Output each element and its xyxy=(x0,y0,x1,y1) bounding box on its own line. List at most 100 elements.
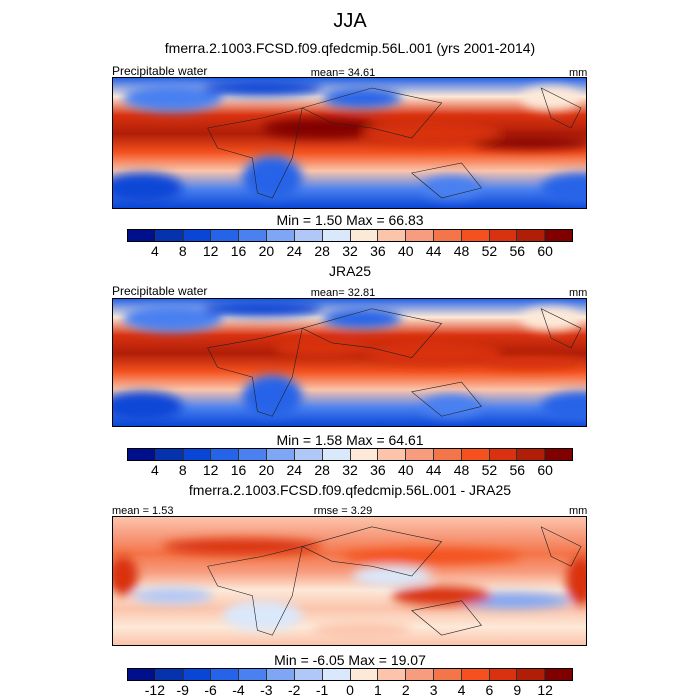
panel2-left-label: Precipitable water xyxy=(112,284,208,298)
panel2-map xyxy=(112,298,587,427)
colorbar-tick-label: 3 xyxy=(429,682,438,698)
colorbar-tick-label: 48 xyxy=(453,462,470,478)
colorbar-box xyxy=(155,449,184,460)
panel2-mean: mean= 32.81 xyxy=(310,287,376,299)
colorbar-tick-label: 12 xyxy=(537,682,553,698)
colorbar-box xyxy=(239,669,268,680)
colorbar-tick-label: 16 xyxy=(230,243,247,259)
panel3-rmse: rmse = 3.29 xyxy=(313,505,373,517)
panel2-units: mm xyxy=(569,287,588,299)
colorbar-tick-label: 1 xyxy=(373,682,382,698)
colorbar-box xyxy=(155,230,184,241)
colorbar-tick-label: 44 xyxy=(425,243,442,259)
panel3-map xyxy=(112,516,587,646)
colorbar-box xyxy=(183,230,212,241)
colorbar-box xyxy=(517,230,546,241)
colorbar-tick-label: -4 xyxy=(232,682,245,698)
contour-field xyxy=(113,517,586,645)
colorbar-tick-label: 0 xyxy=(346,682,354,698)
colorbar-box xyxy=(294,230,323,241)
colorbar-tick-label: 12 xyxy=(202,243,219,259)
colorbar-box xyxy=(378,669,407,680)
colorbar-tick-label: -9 xyxy=(176,682,189,698)
colorbar-box xyxy=(378,230,407,241)
colorbar-box xyxy=(406,669,434,680)
colorbar-box xyxy=(322,230,351,241)
panel2-colorbar xyxy=(127,448,573,461)
colorbar-tick-label: 56 xyxy=(509,462,526,478)
panel3-title: fmerra.2.1003.FCSD.f09.qfedcmip.56L.001 … xyxy=(188,482,512,498)
colorbar-box xyxy=(489,669,518,680)
colorbar-tick-label: -1 xyxy=(315,682,329,698)
colorbar-tick-label: 52 xyxy=(481,243,498,259)
colorbar-box xyxy=(267,449,295,460)
contour-field xyxy=(113,78,586,208)
colorbar-tick-label: 36 xyxy=(370,243,386,259)
panel1-title: fmerra.2.1003.FCSD.f09.qfedcmip.56L.001 … xyxy=(164,40,536,56)
panel2-colorbar-ticks: 4 8 12 16 20 24 28 32 36 40 44 48 52 56 60 xyxy=(127,462,573,478)
contour-field xyxy=(113,299,586,426)
panel2-minmax: Min = 1.58 Max = 64.61 xyxy=(276,432,424,448)
colorbar-box xyxy=(517,449,546,460)
panel3-units: mm xyxy=(569,505,588,517)
colorbar-tick-label: -3 xyxy=(260,682,273,698)
colorbar-tick-label: -12 xyxy=(144,682,165,698)
colorbar-tick-label: -2 xyxy=(288,682,301,698)
colorbar-tick-label: 4 xyxy=(150,243,159,259)
panel1-mean: mean= 34.61 xyxy=(310,67,376,79)
colorbar-tick-label: -6 xyxy=(204,682,217,698)
figure-title: JJA xyxy=(333,10,367,32)
colorbar-tick-label: 20 xyxy=(258,243,275,259)
panel3-colorbar xyxy=(127,668,573,681)
colorbar-tick-label: 24 xyxy=(286,462,303,478)
colorbar-tick-label: 48 xyxy=(453,243,470,259)
panel1-map xyxy=(112,77,587,209)
colorbar-box xyxy=(350,449,379,460)
colorbar-tick-label: 52 xyxy=(481,462,498,478)
colorbar-box xyxy=(239,230,268,241)
colorbar-box xyxy=(294,449,323,460)
panel1-left-label: Precipitable water xyxy=(112,64,208,78)
colorbar-tick-label: 40 xyxy=(397,462,414,478)
colorbar-tick-label: 8 xyxy=(178,462,187,478)
colorbar-box xyxy=(350,230,379,241)
colorbar-tick-label: 8 xyxy=(178,243,187,259)
colorbar-box xyxy=(433,669,462,680)
colorbar-tick-label: 9 xyxy=(513,682,522,698)
panel1-units: mm xyxy=(569,67,588,79)
colorbar-box xyxy=(545,449,572,460)
panel1-minmax: Min = 1.50 Max = 66.83 xyxy=(276,212,424,228)
colorbar-box xyxy=(211,230,240,241)
panel3-colorbar-ticks: -12 -9 -6 -4 -3 -2 -1 0 1 2 3 4 6 9 12 xyxy=(127,682,573,698)
colorbar-box xyxy=(267,669,295,680)
colorbar-tick-label: 20 xyxy=(258,462,275,478)
colorbar-tick-label: 56 xyxy=(509,243,526,259)
panel1-colorbar xyxy=(127,229,573,242)
colorbar-tick-label: 4 xyxy=(150,462,159,478)
colorbar-box xyxy=(433,449,462,460)
colorbar-box xyxy=(489,449,518,460)
colorbar-box xyxy=(517,669,546,680)
colorbar-box xyxy=(267,230,295,241)
colorbar-tick-label: 16 xyxy=(230,462,247,478)
colorbar-box xyxy=(128,449,156,460)
colorbar-box xyxy=(545,230,572,241)
colorbar-tick-label: 28 xyxy=(314,462,330,478)
colorbar-tick-label: 60 xyxy=(537,462,553,478)
colorbar-box xyxy=(433,230,462,241)
colorbar-box xyxy=(545,669,572,680)
colorbar-box xyxy=(128,669,156,680)
colorbar-box xyxy=(406,230,434,241)
colorbar-tick-label: 36 xyxy=(370,462,386,478)
colorbar-tick-label: 6 xyxy=(485,682,494,698)
colorbar-box xyxy=(489,230,518,241)
panel1-colorbar-ticks: 4 8 12 16 20 24 28 32 36 40 44 48 52 56 60 xyxy=(127,243,573,259)
colorbar-tick-label: 32 xyxy=(342,243,358,259)
colorbar-box xyxy=(239,449,268,460)
panel3-minmax: Min = -6.05 Max = 19.07 xyxy=(274,652,426,668)
colorbar-tick-label: 32 xyxy=(342,462,358,478)
colorbar-tick-label: 28 xyxy=(314,243,330,259)
colorbar-box xyxy=(294,669,323,680)
colorbar-tick-label: 24 xyxy=(286,243,303,259)
